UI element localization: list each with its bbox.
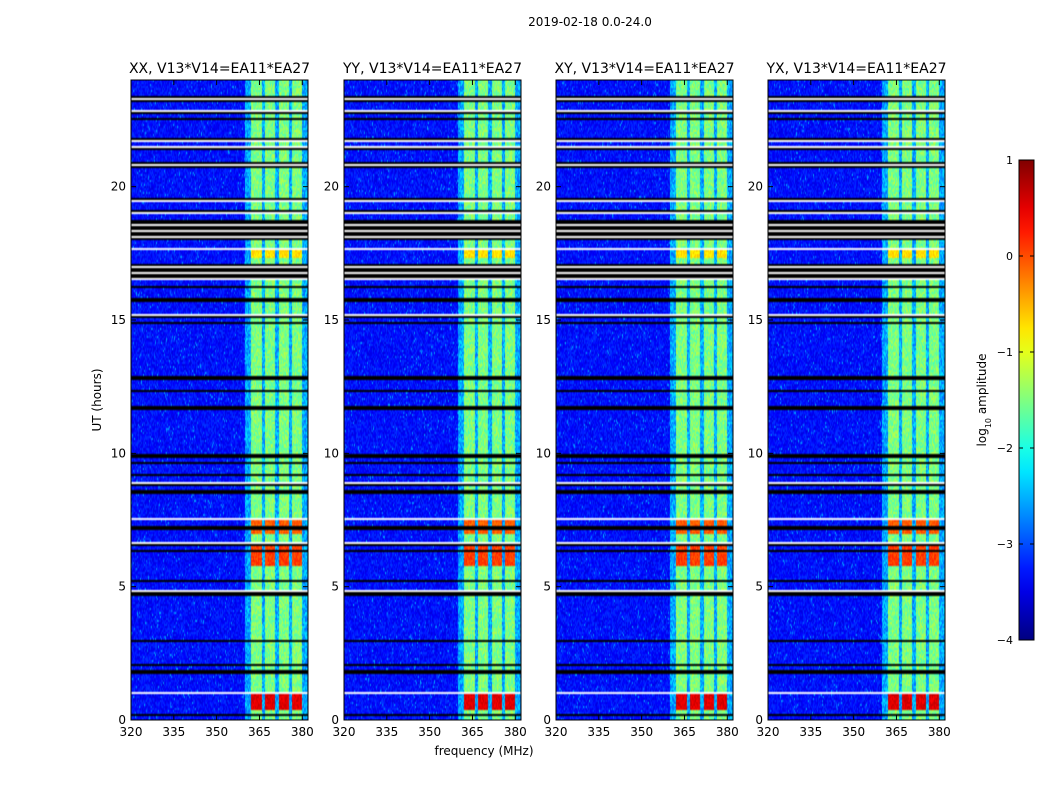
x-tick-label: 350 <box>842 725 865 739</box>
panel-title: YX, V13*V14=EA11*EA27 <box>765 61 946 77</box>
panel-heatmap <box>768 80 945 720</box>
colorbar-tick-label: −1 <box>997 346 1013 359</box>
x-tick-label: 335 <box>587 725 610 739</box>
x-tick-label: 365 <box>248 725 271 739</box>
x-tick-label: 380 <box>716 725 739 739</box>
colorbar-label: log10 amplitude <box>975 354 993 447</box>
x-tick-label: 380 <box>504 725 527 739</box>
x-tick-label: 380 <box>928 725 951 739</box>
y-tick-label: 20 <box>748 180 763 194</box>
panel-1: YY, V13*V14=EA11*EA27 320 335 350 365 380 0 5 10… <box>324 61 527 739</box>
y-tick-label: 5 <box>331 580 339 594</box>
y-tick-label: 20 <box>536 180 551 194</box>
y-tick-label: 15 <box>324 313 339 327</box>
colorbar-tick-label: 0 <box>1006 250 1013 263</box>
y-tick-label: 0 <box>755 713 763 727</box>
colorbar-tick-label: −3 <box>997 538 1013 551</box>
panel-3: YX, V13*V14=EA11*EA27 320 335 350 365 380 0 5 10… <box>748 61 951 739</box>
colorbar-tick-label: −2 <box>997 442 1013 455</box>
panel-title: XX, V13*V14=EA11*EA27 <box>129 61 310 77</box>
panel-2: XY, V13*V14=EA11*EA27 320 335 350 365 380 0 5 10… <box>536 61 739 739</box>
x-axis-label: frequency (MHz) <box>434 744 533 758</box>
y-tick-label: 10 <box>111 446 126 460</box>
x-tick-label: 365 <box>673 725 696 739</box>
y-tick-label: 0 <box>118 713 126 727</box>
panel-0: XX, V13*V14=EA11*EA27 320 335 350 365 380 0 5 10… <box>111 61 314 739</box>
y-tick-label: 15 <box>111 313 126 327</box>
panel-heatmap <box>131 80 308 720</box>
panel-frame <box>555 79 734 721</box>
y-tick-label: 5 <box>118 580 126 594</box>
panel-frame <box>343 79 522 721</box>
panel-title: XY, V13*V14=EA11*EA27 <box>554 61 734 77</box>
colorbar: 1 0 −1 −2 −3 −4 log10 amplitude <box>975 154 1035 647</box>
panel-frame <box>130 79 309 721</box>
x-tick-label: 335 <box>799 725 822 739</box>
panel-frame <box>767 79 946 721</box>
panels-layer: XX, V13*V14=EA11*EA27 320 335 350 365 380 0 5 10… <box>111 61 951 739</box>
colorbar-tick-label: 1 <box>1006 154 1013 167</box>
y-tick-label: 20 <box>324 180 339 194</box>
x-tick-label: 335 <box>375 725 398 739</box>
x-tick-label: 335 <box>162 725 185 739</box>
colorbar-tick-label: −4 <box>997 634 1013 647</box>
figure-suptitle: 2019-02-18 0.0-24.0 <box>528 15 652 29</box>
x-tick-label: 350 <box>418 725 441 739</box>
y-tick-label: 10 <box>324 446 339 460</box>
y-tick-label: 0 <box>543 713 551 727</box>
y-tick-label: 20 <box>111 180 126 194</box>
y-tick-label: 5 <box>755 580 763 594</box>
x-tick-label: 365 <box>461 725 484 739</box>
y-tick-label: 5 <box>543 580 551 594</box>
y-tick-label: 10 <box>536 446 551 460</box>
x-tick-label: 320 <box>757 725 780 739</box>
y-tick-label: 15 <box>748 313 763 327</box>
y-tick-label: 0 <box>331 713 339 727</box>
y-tick-label: 10 <box>748 446 763 460</box>
x-tick-label: 365 <box>885 725 908 739</box>
x-tick-label: 320 <box>545 725 568 739</box>
x-tick-label: 350 <box>630 725 653 739</box>
x-tick-label: 320 <box>120 725 143 739</box>
x-tick-label: 320 <box>333 725 356 739</box>
x-tick-label: 350 <box>205 725 228 739</box>
panel-heatmap <box>344 80 521 720</box>
y-tick-label: 15 <box>536 313 551 327</box>
panel-title: YY, V13*V14=EA11*EA27 <box>342 61 522 77</box>
panel-heatmap <box>556 80 733 720</box>
y-axis-label: UT (hours) <box>90 368 104 431</box>
x-tick-label: 380 <box>291 725 314 739</box>
colorbar-gradient <box>1018 159 1035 641</box>
